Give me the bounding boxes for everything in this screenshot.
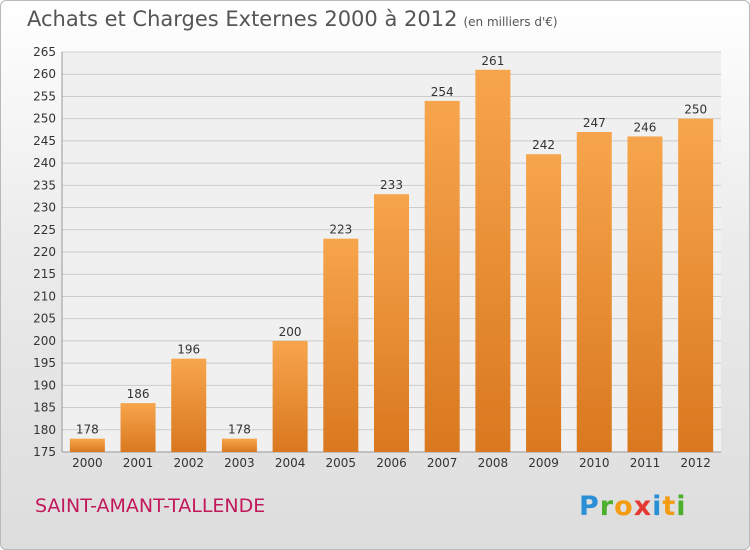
y-tick-label: 240 <box>33 156 56 170</box>
y-tick-label: 195 <box>33 356 56 370</box>
x-tick-label: 2011 <box>630 456 661 470</box>
y-tick-label: 205 <box>33 312 56 326</box>
logo-letter: P <box>579 491 600 522</box>
y-tick-label: 210 <box>33 289 56 303</box>
bar <box>221 438 257 452</box>
y-tick-label: 180 <box>33 423 56 437</box>
bar <box>323 238 359 452</box>
bar <box>120 403 156 452</box>
x-tick-label: 2002 <box>173 456 204 470</box>
y-tick-label: 175 <box>33 445 56 459</box>
logo-letter: t <box>662 491 677 522</box>
logo-letter: i <box>676 491 687 522</box>
y-tick-label: 245 <box>33 134 56 148</box>
y-tick-label: 235 <box>33 178 56 192</box>
bar-value-label: 250 <box>684 103 707 117</box>
x-tick-label: 2009 <box>528 456 559 470</box>
bar-value-label: 186 <box>127 387 150 401</box>
y-tick-label: 225 <box>33 223 56 237</box>
y-tick-label: 220 <box>33 245 56 259</box>
bar-value-label: 178 <box>76 423 99 437</box>
bar-value-label: 178 <box>228 423 251 437</box>
bar <box>576 132 612 452</box>
y-tick-label: 200 <box>33 334 56 348</box>
bar <box>627 136 663 452</box>
bar <box>526 154 562 452</box>
bar <box>272 340 308 452</box>
bar <box>171 358 207 452</box>
x-tick-label: 2010 <box>579 456 610 470</box>
bar-value-label: 246 <box>634 120 657 134</box>
bar-value-label: 261 <box>481 54 504 68</box>
y-tick-label: 190 <box>33 378 56 392</box>
y-tick-label: 265 <box>33 45 56 59</box>
logo-letter: i <box>652 491 663 522</box>
x-tick-label: 2003 <box>224 456 255 470</box>
bar-value-label: 223 <box>329 223 352 237</box>
y-tick-label: 255 <box>33 89 56 103</box>
bar-value-label: 254 <box>431 85 454 99</box>
x-tick-label: 2006 <box>376 456 407 470</box>
bar-value-label: 242 <box>532 138 555 152</box>
bar <box>374 194 409 452</box>
bar <box>69 438 105 452</box>
logo-letter: o <box>614 491 634 522</box>
chart-title: Achats et Charges Externes 2000 à 2012 (e… <box>27 7 558 31</box>
y-tick-label: 215 <box>33 267 56 281</box>
bar-value-label: 200 <box>279 325 302 339</box>
x-tick-label: 2012 <box>680 456 711 470</box>
title-text: Achats et Charges Externes 2000 à 2012 <box>27 7 458 31</box>
proxiti-logo: Proxiti <box>579 491 687 522</box>
x-tick-label: 2001 <box>123 456 154 470</box>
logo-letter: x <box>633 491 653 522</box>
bar <box>475 69 511 453</box>
y-tick-label: 230 <box>33 201 56 215</box>
x-tick-label: 2005 <box>326 456 357 470</box>
bar <box>424 100 460 452</box>
x-tick-label: 2004 <box>275 456 306 470</box>
y-tick-label: 250 <box>33 112 56 126</box>
x-tick-label: 2007 <box>427 456 458 470</box>
y-tick-label: 185 <box>33 401 56 415</box>
bar-value-label: 247 <box>583 116 606 130</box>
x-tick-label: 2000 <box>72 456 103 470</box>
logo-letter: r <box>599 491 615 522</box>
city-name: SAINT-AMANT-TALLENDE <box>35 495 266 517</box>
bar <box>678 118 714 453</box>
bar-value-label: 233 <box>380 178 403 192</box>
bar-value-label: 196 <box>177 343 200 357</box>
chart-subtitle: (en milliers d'€) <box>463 15 558 29</box>
x-tick-label: 2008 <box>478 456 509 470</box>
y-tick-label: 260 <box>33 67 56 81</box>
